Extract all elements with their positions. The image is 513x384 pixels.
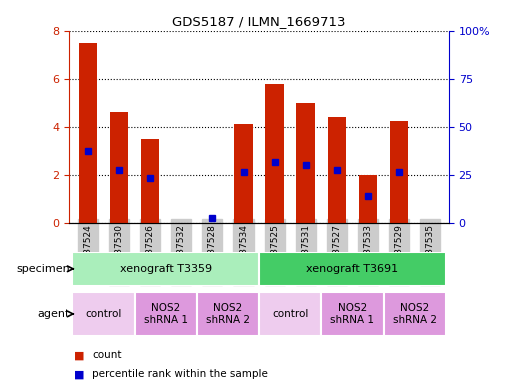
Text: agent: agent [37,309,70,319]
Bar [110,113,128,223]
Bar [321,292,384,336]
Bar [259,252,446,286]
Text: xenograft T3359: xenograft T3359 [120,264,212,274]
Text: NOS2
shRNA 2: NOS2 shRNA 2 [206,303,250,325]
Bar [384,292,446,336]
Bar [390,121,408,223]
Text: control: control [85,309,122,319]
Text: ■: ■ [74,369,85,379]
Text: xenograft T3691: xenograft T3691 [306,264,399,274]
Text: percentile rank within the sample: percentile rank within the sample [92,369,268,379]
Text: control: control [272,309,308,319]
Bar [197,292,259,336]
Bar [259,292,321,336]
Bar [359,175,377,223]
Text: NOS2
shRNA 1: NOS2 shRNA 1 [144,303,188,325]
Text: NOS2
shRNA 1: NOS2 shRNA 1 [330,303,374,325]
Bar [327,117,346,223]
Bar [72,252,259,286]
Bar [72,292,134,336]
Text: NOS2
shRNA 2: NOS2 shRNA 2 [392,303,437,325]
Bar [265,84,284,223]
Title: GDS5187 / ILMN_1669713: GDS5187 / ILMN_1669713 [172,15,346,28]
Bar [78,43,97,223]
Bar [297,103,315,223]
Bar [141,139,160,223]
Bar [134,292,197,336]
Bar [234,124,253,223]
Text: ■: ■ [74,350,85,360]
Text: count: count [92,350,122,360]
Text: specimen: specimen [16,264,70,274]
